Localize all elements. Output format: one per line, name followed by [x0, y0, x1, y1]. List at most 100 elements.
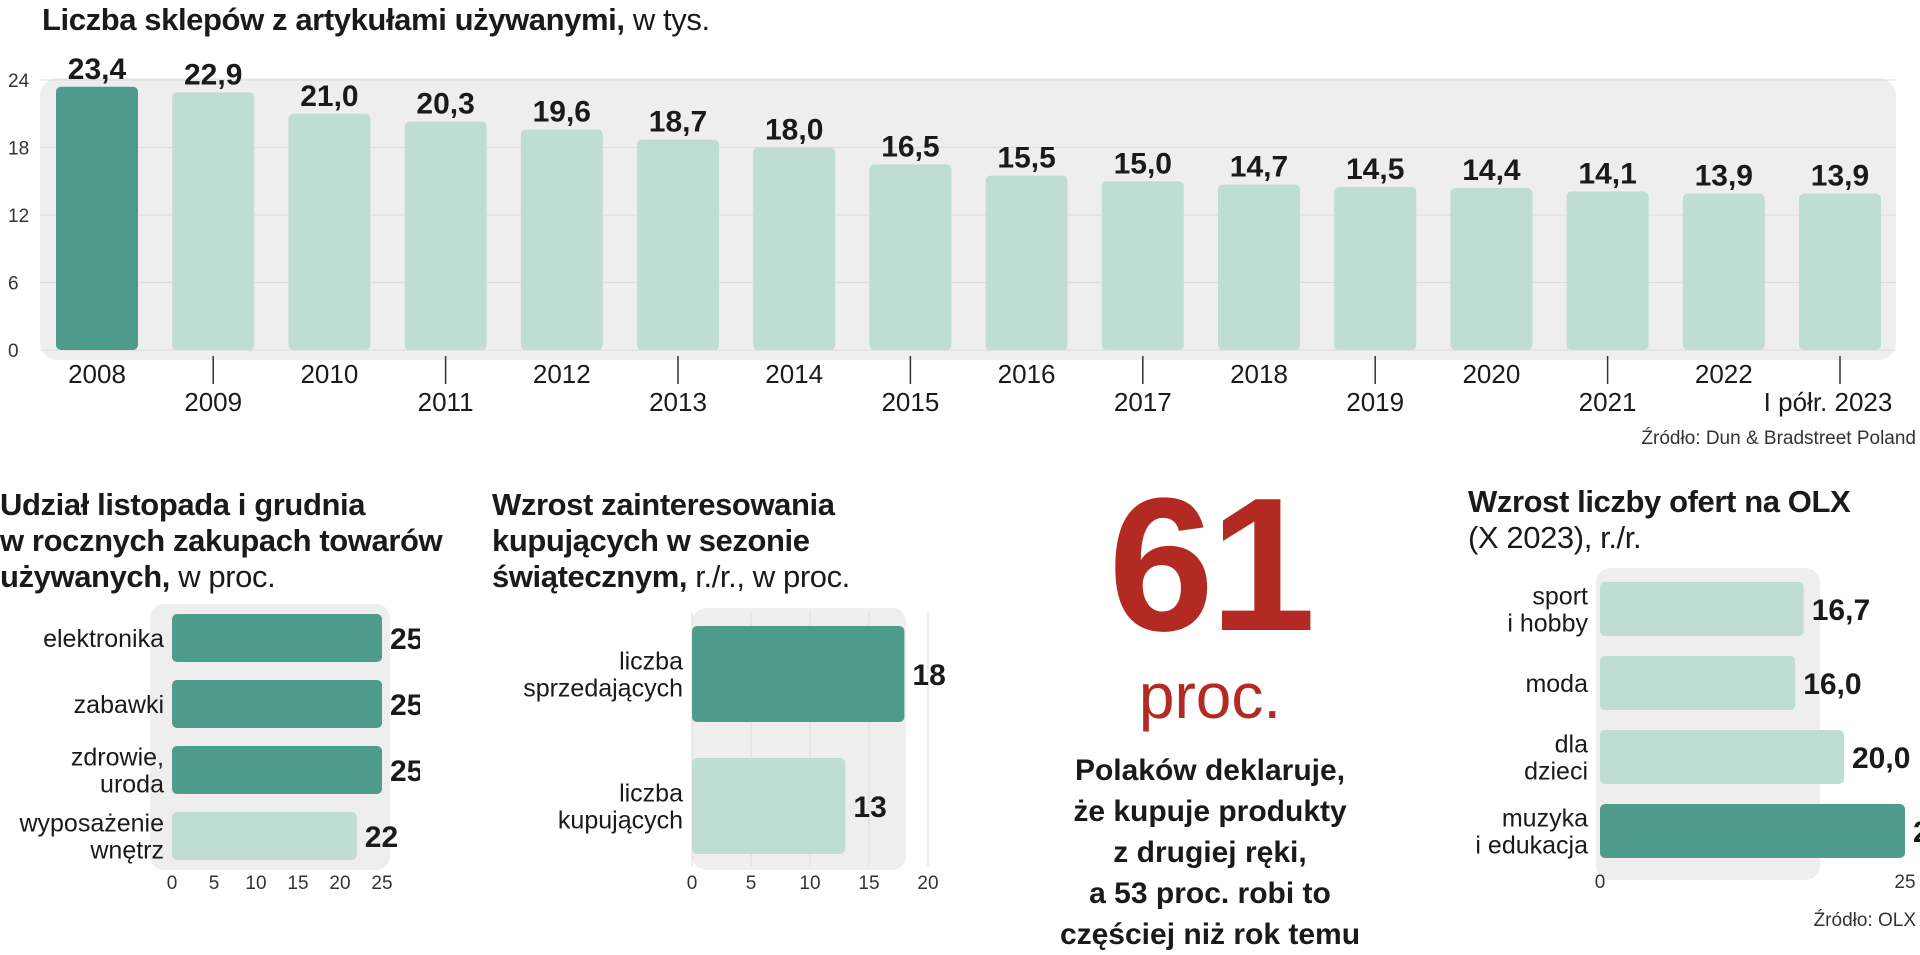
bar: [1450, 188, 1533, 350]
highlight-line: Polaków deklaruje,: [1074, 754, 1346, 787]
category-label: kupujących: [558, 806, 683, 834]
x-tick-label: 2021: [1579, 387, 1637, 417]
bar: [637, 139, 719, 350]
bar: [172, 680, 382, 728]
bar: [1334, 186, 1417, 350]
main-chart-source: Źródło: Dun & Bradstreet Poland: [1641, 428, 1916, 449]
highlight-line: a 53 proc. robi to: [1089, 877, 1331, 910]
highlight-line: że kupuje produkty: [1073, 795, 1347, 828]
holiday-share-title: Udział listopada i grudnia w rocznych za…: [0, 487, 443, 595]
bar-value-label: 21,0: [300, 80, 358, 113]
interest-title-line3: świątecznym,: [492, 559, 688, 594]
category-label: zdrowie,: [71, 743, 164, 771]
bar-value-label: 13,9: [1695, 160, 1753, 193]
interest-chart: 18liczbasprzedających13liczbakupujących0…: [523, 608, 946, 894]
category-label: i edukacja: [1475, 831, 1588, 859]
category-label: dla: [1555, 730, 1588, 758]
x-tick-label: 2017: [1114, 387, 1172, 417]
bar: [404, 121, 487, 350]
x-tick-label: 2012: [533, 359, 591, 389]
x-tick-label: 2013: [649, 387, 707, 417]
category-label: muzyka: [1502, 804, 1588, 832]
bar-value-label: 16,0: [1803, 668, 1861, 701]
bar-value-label: 22: [365, 821, 398, 854]
chart-background: [150, 604, 390, 870]
interest-title-line1: Wzrost zainteresowania: [492, 487, 835, 522]
x-tick-label: 2016: [998, 359, 1056, 389]
x-tick-label: 15: [287, 873, 308, 894]
holiday-share-title-line2: w rocznych zakupach towarów: [0, 523, 443, 558]
bar: [1218, 184, 1300, 350]
x-tick-label: 2009: [184, 387, 242, 417]
x-tick-label: 2019: [1346, 387, 1404, 417]
category-label: liczba: [619, 647, 683, 675]
bar: [692, 758, 846, 854]
olx-title: Wzrost liczby ofert na OLX (X 2023), r./…: [1468, 484, 1851, 556]
main-chart-title: Liczba sklepów z artykułami używanymi, w…: [42, 2, 710, 38]
bar: [753, 147, 836, 350]
category-label: i hobby: [1507, 609, 1588, 637]
bar-value-label: 20,0: [1852, 742, 1910, 775]
category-label: dzieci: [1524, 757, 1588, 785]
bar: [1600, 582, 1804, 636]
x-tick-label: 2014: [765, 359, 823, 389]
interest-title: Wzrost zainteresowania kupujących w sezo…: [492, 487, 850, 595]
bar-value-label: 18,0: [765, 114, 823, 147]
x-tick-label: 0: [167, 873, 178, 894]
x-tick-label: 25: [1894, 872, 1915, 893]
bar: [1566, 191, 1649, 350]
category-label: moda: [1525, 670, 1588, 698]
x-tick-label: 2011: [418, 387, 474, 417]
category-label: sprzedających: [523, 674, 683, 702]
y-tick-label: 24: [8, 71, 30, 92]
bar-value-label: 25: [390, 755, 420, 788]
bar-value-label: 25,0: [1913, 816, 1920, 849]
category-label: wyposażenie: [18, 809, 164, 837]
category-label: liczba: [619, 779, 683, 807]
bar-value-label: 16,5: [881, 130, 939, 163]
y-tick-label: 6: [8, 274, 19, 295]
bar: [172, 92, 255, 350]
bar: [1600, 730, 1844, 784]
holiday-share-chart: 25 elektronika 25 zabawki 25 zdrowie,uroda 22 w…: [18, 604, 420, 894]
bar: [692, 626, 905, 722]
bar-value-label: 15,5: [997, 142, 1055, 175]
bar: [172, 614, 382, 662]
olx-source: Źródło: OLX: [1813, 910, 1916, 931]
category-label: zabawki: [74, 691, 164, 719]
chart-background: [40, 78, 1896, 360]
chart-background: [1596, 568, 1820, 880]
bar-value-label: 14,1: [1578, 157, 1636, 190]
highlight-number: 61: [1108, 459, 1315, 671]
category-label: elektronika: [43, 625, 164, 653]
category-label: uroda: [100, 770, 164, 798]
bar-value-label: 15,0: [1114, 147, 1172, 180]
interest-title-unit: r./r., w proc.: [687, 559, 850, 594]
bar-value-label: 22,9: [184, 58, 242, 91]
bar: [1682, 193, 1765, 350]
bar-value-label: 14,4: [1462, 154, 1521, 187]
bar: [1101, 181, 1184, 350]
x-tick-label: 20: [917, 873, 938, 894]
bar-value-label: 18,7: [649, 106, 707, 139]
bar: [172, 746, 382, 794]
bar-value-label: 16,7: [1812, 594, 1870, 627]
bar-value-label: 23,4: [68, 53, 127, 86]
x-tick-label: 2015: [881, 387, 939, 417]
bar: [520, 129, 603, 350]
bar: [288, 113, 371, 350]
x-tick-label: 20: [329, 873, 350, 894]
x-tick-label: 5: [746, 873, 757, 894]
bar-value-label: 13,9: [1811, 160, 1869, 193]
bar-value-label: 25: [390, 689, 420, 722]
highlight-unit: proc.: [1138, 660, 1282, 732]
category-label: wnętrz: [89, 836, 164, 864]
x-tick-label: 10: [799, 873, 820, 894]
holiday-share-title-line3: używanych,: [0, 559, 170, 594]
holiday-share-title-line1: Udział listopada i grudnia: [0, 487, 366, 522]
highlight-description: Polaków deklaruje, że kupuje produkty z …: [1000, 750, 1420, 955]
highlight-line: z drugiej ręki,: [1113, 836, 1307, 869]
x-tick-label: 15: [858, 873, 879, 894]
bar: [56, 86, 138, 350]
